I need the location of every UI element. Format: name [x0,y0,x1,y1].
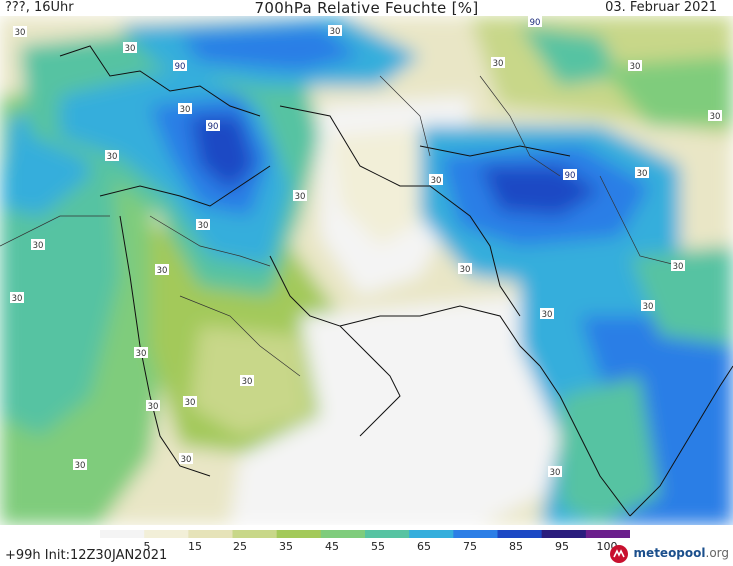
header-bar: ???, 16Uhr 700hPa Relative Feuchte [%] 0… [0,0,733,17]
contour-label: 30 [242,377,253,387]
contour-label: 30 [198,221,209,231]
contour-label: 30 [493,59,504,69]
colorbar-swatch [144,530,189,538]
contour-label: 90 [208,122,219,132]
contour-label-bg [240,375,254,386]
footer-bar: 5 15 25 35 45 55 65 75 85 95 100 +99h Init:12Z30JA… [0,525,733,566]
contour-label-bg [134,347,148,358]
colorbar-swatch [497,530,543,538]
contour-label: 30 [637,169,648,179]
colorbar-swatch [232,530,278,538]
colorbar-tick-label: 15 [188,540,202,553]
contour-label: 90 [530,18,541,28]
colorbar-tick-label: 75 [463,540,477,553]
contour-label: 30 [550,468,561,478]
contour-label: 30 [12,294,23,304]
colorbar-swatch [365,530,410,538]
contour-label: 30 [460,265,471,275]
contour-label: 30 [431,176,442,186]
colorbar-swatch [585,530,630,538]
colorbar-tick-label: 55 [371,540,385,553]
contour-label: 30 [148,402,159,412]
colorbar-swatch [188,530,233,538]
contour-label: 30 [643,302,654,312]
meteopool-logo-icon [610,545,628,563]
contour-label-bg [628,60,642,71]
colorbar-swatch [320,530,366,538]
contour-label: 90 [565,171,576,181]
humidity-map: 30 30 90 30 90 30 90 30 90 30 30 30 30 30 30 30 30 30 30 30… [0,16,733,525]
contour-label: 30 [710,112,721,122]
contour-label: 30 [185,398,196,408]
map-title: 700hPa Relative Feuchte [%] [254,0,479,17]
colorbar-tick-label: 45 [325,540,339,553]
contour-label-bg [206,120,220,131]
colorbar-tick-label: 95 [555,540,569,553]
colorbar-tick-label: 85 [509,540,523,553]
contour-label: 30 [330,27,341,37]
contour-label: 30 [33,241,44,251]
contour-label-bg [328,25,342,36]
contour-label: 30 [15,28,26,38]
contour-label-bg [123,42,137,53]
contour-label-bg [491,57,505,68]
contour-label-bg [563,169,577,180]
contour-label-bg [13,26,27,37]
init-time-label: +99h Init:12Z30JAN2021 [5,548,168,563]
contour-label: 30 [630,62,641,72]
contour-label-bg [671,260,685,271]
colorbar-swatch [453,530,498,538]
contour-label-bg [528,16,542,27]
contour-label-bg [183,396,197,407]
contour-label-bg [155,264,169,275]
forecast-time-label: ???, 16Uhr [5,0,74,15]
contour-label-bg [173,60,187,71]
contour-label-bg [105,150,119,161]
contour-label: 30 [673,262,684,272]
contour-label-bg [635,167,649,178]
contour-label-bg [179,453,193,464]
contour-label: 30 [542,310,553,320]
contour-label-bg [458,263,472,274]
contour-label-bg [641,300,655,311]
colorbar-swatch [100,530,145,538]
contour-label-bg [429,174,443,185]
contour-label-bg [293,190,307,201]
colorbar-swatch [276,530,322,538]
brand-name: meteopool.org [633,546,729,560]
contour-label-bg [196,219,210,230]
contour-label: 30 [181,455,192,465]
colorbar-tick-label: 5 [143,540,151,553]
colorbar [100,530,630,538]
colorbar-swatch [409,530,454,538]
contour-label: 30 [75,461,86,471]
contour-label-bg [548,466,562,477]
contour-labels: 30 30 90 30 90 30 90 30 90 30 30 30 30 30 30 30 30 30 30 30… [10,16,722,478]
colorbar-tick-label: 65 [417,540,431,553]
contour-label: 90 [175,62,186,72]
contour-label: 30 [107,152,118,162]
borders [0,75,681,377]
coastlines [59,45,733,517]
contour-label: 30 [157,266,168,276]
colorbar-tick-label: 25 [233,540,247,553]
colorbar-tick-label: 35 [279,540,293,553]
contour-label-bg [146,400,160,411]
contour-label-bg [31,239,45,250]
colorbar-swatch [541,530,587,538]
contour-label-bg [178,103,192,114]
contour-label-bg [10,292,24,303]
humidity-field [0,16,733,525]
forecast-date: 03. Februar 2021 [605,0,717,15]
contour-label: 30 [180,105,191,115]
contour-label-bg [73,459,87,470]
contour-label: 30 [136,349,147,359]
contour-label-bg [540,308,554,319]
contour-label-bg [708,110,722,121]
contour-label: 30 [295,192,306,202]
contour-label: 30 [125,44,136,54]
